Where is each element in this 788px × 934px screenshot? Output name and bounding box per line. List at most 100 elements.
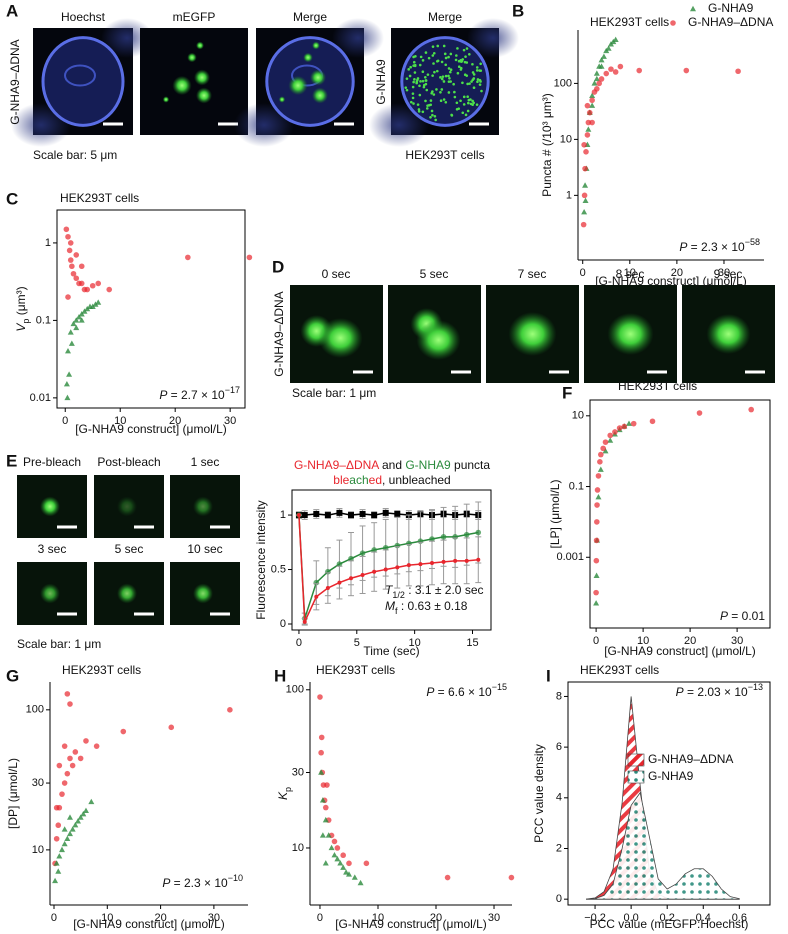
puncta bbox=[117, 496, 137, 517]
y-tick-label: 0.1 bbox=[569, 480, 584, 492]
point bbox=[324, 782, 330, 788]
puncta bbox=[412, 102, 415, 105]
y-axis-label: Kp bbox=[276, 787, 293, 800]
puncta bbox=[404, 86, 408, 89]
point bbox=[594, 86, 600, 92]
annotation: P = 2.03 × 10−13 bbox=[676, 682, 763, 699]
chart-title: HEK293T cells bbox=[316, 663, 395, 677]
point bbox=[683, 67, 690, 74]
puncta bbox=[444, 100, 448, 104]
point bbox=[67, 257, 74, 263]
point bbox=[735, 68, 741, 75]
point bbox=[593, 70, 600, 76]
y-axis-label: PCC value density bbox=[532, 744, 546, 843]
point bbox=[371, 512, 378, 519]
x-axis-label: [G-NHA9 construct] (μmol/L) bbox=[73, 917, 225, 931]
puncta bbox=[429, 99, 433, 102]
nucleus bbox=[41, 36, 125, 127]
point bbox=[78, 317, 85, 323]
caption: Scale bar: 1 μm bbox=[17, 637, 101, 651]
image-title: 0 sec bbox=[322, 267, 351, 281]
chart-title: HEK293T cells bbox=[580, 663, 659, 677]
panel-label: I bbox=[546, 666, 551, 685]
point bbox=[313, 510, 320, 517]
point bbox=[328, 844, 335, 851]
point bbox=[636, 67, 643, 74]
point bbox=[348, 555, 354, 562]
x-axis-label: [G-NHA9 construct] (μmol/L) bbox=[604, 644, 756, 658]
legend-swatch bbox=[627, 770, 645, 784]
puncta bbox=[444, 56, 448, 60]
y-axis-label: [LP] (μmol/L) bbox=[548, 480, 562, 549]
puncta bbox=[416, 103, 420, 106]
y-tick-label: 0.5 bbox=[271, 563, 286, 575]
puncta bbox=[412, 60, 416, 64]
point bbox=[617, 63, 624, 70]
point bbox=[593, 75, 600, 82]
text-part: −10 bbox=[228, 873, 243, 883]
puncta bbox=[422, 85, 426, 89]
point bbox=[343, 869, 350, 875]
legend-marker bbox=[690, 5, 696, 12]
puncta bbox=[607, 313, 654, 355]
y-tick-label: 100 bbox=[26, 704, 44, 716]
puncta bbox=[40, 583, 60, 604]
legend-label: G-NHA9 bbox=[708, 1, 754, 15]
puncta bbox=[475, 69, 479, 72]
point bbox=[357, 879, 364, 886]
image-title: Post-bleach bbox=[97, 455, 160, 469]
point bbox=[621, 423, 628, 430]
puncta bbox=[424, 82, 428, 86]
x-tick-label: 0 bbox=[317, 912, 323, 924]
puncta bbox=[472, 77, 476, 80]
puncta bbox=[418, 93, 422, 97]
x-axis-label: [G-NHA9 construct] (μmol/L) bbox=[595, 274, 747, 288]
panel-label: H bbox=[274, 666, 286, 685]
image-title: 8 sec bbox=[616, 267, 645, 281]
text-part: : 3.1 ± 2.0 sec bbox=[405, 583, 484, 597]
puncta bbox=[450, 114, 454, 117]
point bbox=[581, 209, 588, 215]
puncta bbox=[447, 91, 451, 94]
puncta bbox=[418, 63, 422, 67]
puncta bbox=[448, 70, 452, 74]
text-part: −13 bbox=[748, 682, 763, 692]
text-part: p bbox=[283, 787, 293, 792]
point bbox=[593, 589, 599, 596]
y-axis-label: Puncta # (/10³ μm³) bbox=[540, 93, 554, 197]
x-tick-label: 20 bbox=[671, 267, 683, 279]
puncta bbox=[456, 47, 459, 50]
text-part: −58 bbox=[745, 237, 760, 247]
puncta bbox=[465, 47, 469, 50]
y-tick-label: 0 bbox=[280, 618, 286, 630]
puncta bbox=[162, 96, 170, 103]
puncta bbox=[415, 80, 419, 84]
image-title: Hoechst bbox=[61, 10, 106, 24]
point bbox=[78, 280, 85, 287]
point bbox=[93, 743, 100, 749]
point bbox=[73, 324, 80, 331]
puncta bbox=[466, 82, 469, 86]
text-part: = 2.03 × 10 bbox=[684, 685, 748, 699]
point bbox=[72, 822, 79, 828]
point bbox=[581, 192, 588, 199]
point bbox=[429, 560, 434, 565]
puncta bbox=[478, 83, 482, 86]
puncta bbox=[424, 51, 428, 54]
puncta bbox=[421, 79, 425, 83]
point bbox=[56, 762, 63, 769]
x-tick-label: 5 bbox=[354, 637, 360, 649]
point bbox=[441, 559, 446, 564]
puncta bbox=[431, 54, 435, 57]
point bbox=[318, 749, 324, 756]
puncta bbox=[467, 101, 470, 105]
puncta bbox=[440, 77, 444, 81]
image-title: Pre-bleach bbox=[23, 455, 81, 469]
point bbox=[72, 749, 79, 755]
point bbox=[318, 734, 325, 741]
puncta bbox=[196, 41, 204, 50]
point bbox=[440, 534, 447, 540]
puncta bbox=[447, 55, 450, 59]
point bbox=[61, 743, 68, 749]
puncta bbox=[411, 92, 415, 95]
